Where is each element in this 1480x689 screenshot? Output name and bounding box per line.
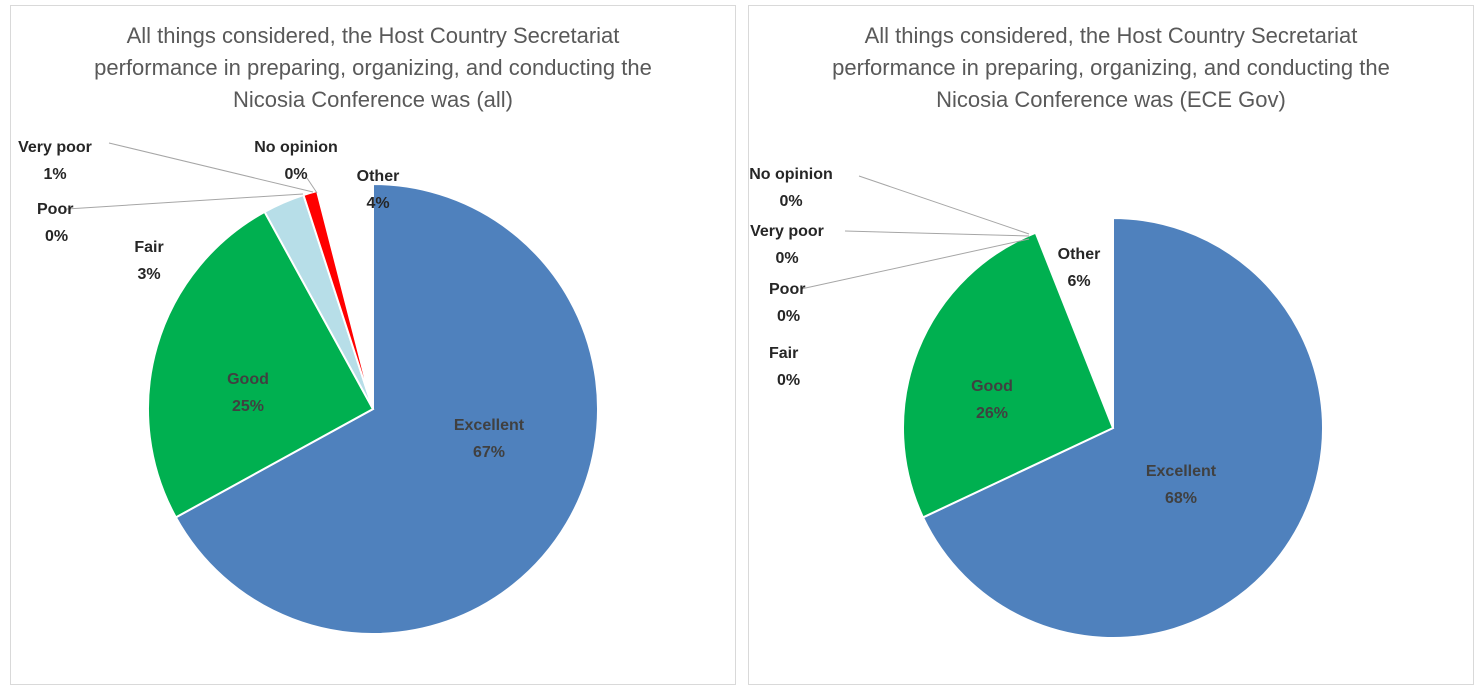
leader-line-poor [66,193,304,210]
data-label-percent: 0% [777,372,800,389]
data-label-category: Poor [769,281,805,298]
data-label-percent: 0% [45,228,68,245]
data-label-percent: 6% [1067,273,1090,290]
data-label-category: Excellent [454,417,525,434]
pie-slice-good [902,231,1115,519]
data-label-category: Very poor [18,139,92,156]
data-label-percent: 3% [137,266,160,283]
leader-line-no-opinion [858,175,1030,235]
data-label-percent: 0% [284,166,307,183]
data-label-category: Very poor [750,223,824,240]
data-label-percent: 1% [43,166,66,183]
data-label-percent: 0% [779,193,802,210]
leader-line-very-poor [844,230,1030,237]
chart-panel-ece-gov: All things considered, the Host Country … [748,5,1474,685]
data-label-category: Other [1058,246,1101,263]
pie-slice-very-poor [302,189,374,410]
pie-slice-good [147,210,375,519]
data-label-category: Poor [37,201,73,218]
chart-panel-all: All things considered, the Host Country … [10,5,736,685]
data-label-category: Fair [769,345,798,362]
data-label-category: Fair [134,239,163,256]
chart-title: All things considered, the Host Country … [94,23,652,112]
data-label-percent: 68% [1165,490,1197,507]
data-label-percent: 25% [232,398,264,415]
data-label-category: No opinion [254,139,338,156]
data-label-percent: 0% [777,308,800,325]
data-label-percent: 26% [976,405,1008,422]
pie-chart-all: Excellent 67% Good 25% Fair 3% Poor 0% Very poor… [18,139,599,635]
data-label-percent: 4% [366,195,389,212]
leader-line-no-opinion [306,177,318,194]
pie-slice-excellent [921,216,1324,639]
data-label-percent: 67% [473,444,505,461]
pie-chart-ece-gov: Excellent 68% Good 26% Fair 0% Poor 0% Very poor… [749,166,1324,639]
data-label-category: Excellent [1146,463,1217,480]
data-label-category: Good [971,378,1013,395]
pie-slice-excellent [174,182,599,635]
leader-line-poor [800,238,1030,290]
leader-line-very-poor [108,142,314,193]
chart-title: All things considered, the Host Country … [832,23,1390,112]
data-label-category: Good [227,371,269,388]
data-label-percent: 0% [775,250,798,267]
data-label-category: Other [357,168,400,185]
data-label-category: No opinion [749,166,833,183]
